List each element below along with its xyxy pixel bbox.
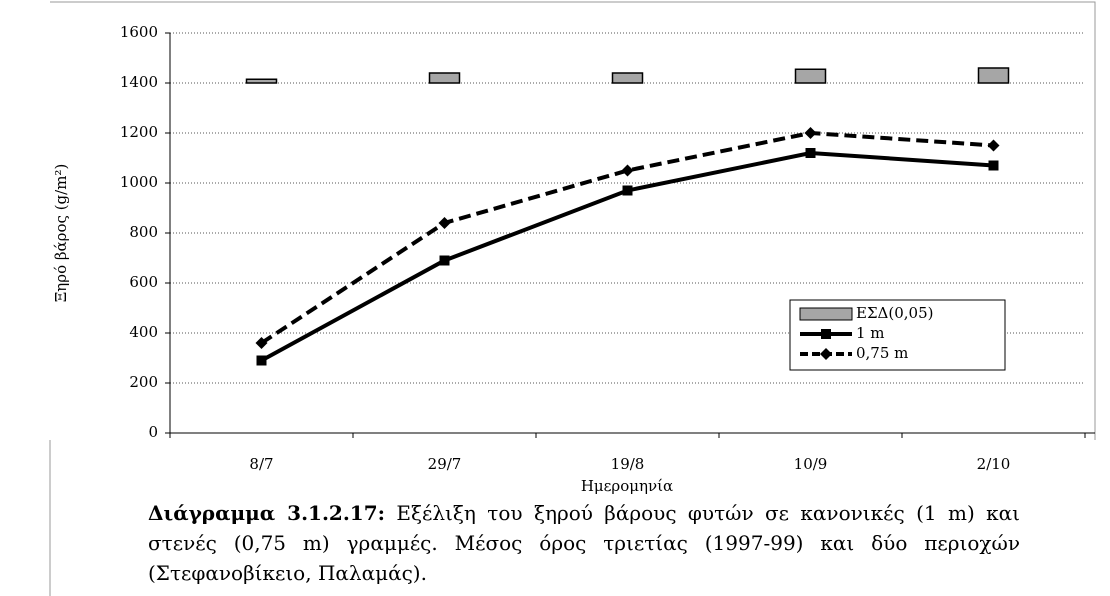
- lsd-bar: [794, 68, 827, 84]
- y-tick-label: 0: [148, 423, 158, 441]
- marker: [439, 255, 450, 266]
- x-tick-label: 29/7: [428, 455, 462, 473]
- lsd-bar: [428, 72, 461, 84]
- x-tick-label: 19/8: [611, 455, 645, 473]
- lsd-bar: [245, 78, 278, 84]
- x-tick-label: 10/9: [794, 455, 828, 473]
- marker: [255, 337, 268, 349]
- series-line: [260, 130, 994, 345]
- y-tick-label: 1200: [120, 123, 158, 141]
- y-tick-label: 400: [129, 323, 158, 341]
- marker: [438, 217, 451, 229]
- y-tick-label: 200: [129, 373, 158, 391]
- y-tick-label: 1600: [120, 23, 158, 41]
- caption: Διάγραμμα 3.1.2.17: Εξέλιξη του ξηρού βά…: [148, 498, 1020, 588]
- legend-label: ΕΣΔ(0,05): [856, 304, 934, 322]
- marker: [987, 139, 1000, 152]
- marker: [988, 160, 999, 171]
- legend-marker: [821, 329, 831, 339]
- x-tick-label: 2/10: [977, 455, 1011, 473]
- marker: [805, 148, 816, 158]
- y-axis-title: Ξηρό βάρος (g/m²): [52, 164, 70, 303]
- marker: [622, 185, 633, 196]
- y-tick-label: 1400: [120, 73, 158, 91]
- frame: [50, 1, 1096, 440]
- legend-label: 1 m: [856, 324, 885, 342]
- marker: [804, 127, 817, 139]
- lsd-bar: [611, 72, 644, 84]
- y-tick-label: 1000: [120, 173, 158, 191]
- lsd-bar: [977, 67, 1010, 84]
- caption-label: Διάγραμμα 3.1.2.17:: [148, 501, 385, 525]
- marker: [256, 355, 267, 366]
- y-tick-label: 600: [129, 273, 158, 291]
- y-tick-label: 800: [129, 223, 158, 241]
- legend-marker: [820, 348, 832, 360]
- x-tick-label: 8/7: [249, 455, 273, 473]
- x-axis-title: Ημερομηνία: [581, 477, 673, 495]
- marker: [621, 164, 634, 177]
- caption-text: Εξέλιξη του ξηρού βάρους φυτών σε κανονι…: [148, 501, 1020, 585]
- legend-label: 0,75 m: [856, 344, 908, 362]
- legend-swatch: [799, 307, 853, 321]
